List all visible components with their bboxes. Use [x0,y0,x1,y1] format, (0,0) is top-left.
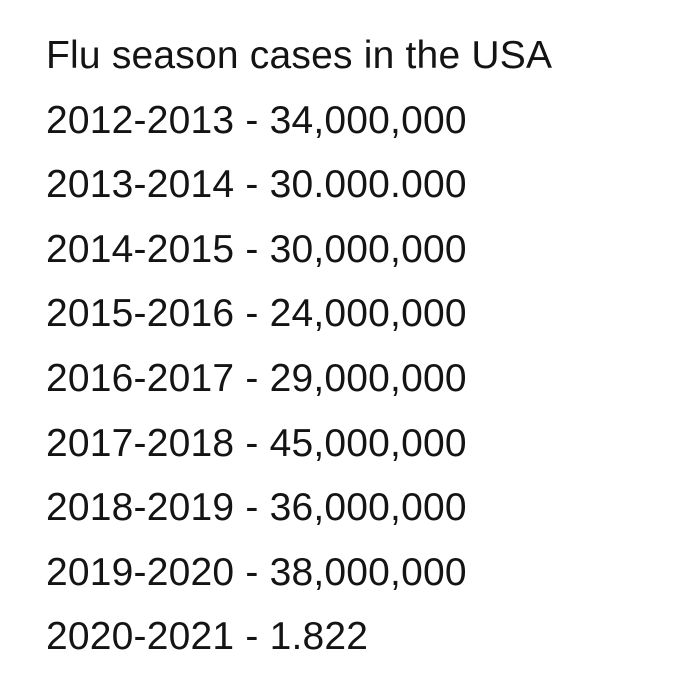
list-title: Flu season cases in the USA [46,34,553,77]
season-line: 2012-2013 - 34,000,000 [46,98,467,142]
season-line: 2020-2021 - 1.822 [46,615,369,659]
flu-cases-list: Flu season cases in the USA 2012-2013 - … [46,24,666,670]
season-line: 2015-2016 - 24,000,000 [46,292,467,336]
season-line: 2016-2017 - 29,000,000 [46,356,467,400]
season-line: 2018-2019 - 36,000,000 [46,486,467,530]
season-line: 2013-2014 - 30.000.000 [46,163,467,207]
season-line: 2014-2015 - 30,000,000 [46,227,467,271]
season-line: 2017-2018 - 45,000,000 [46,421,467,465]
season-line: 2019-2020 - 38,000,000 [46,550,467,594]
